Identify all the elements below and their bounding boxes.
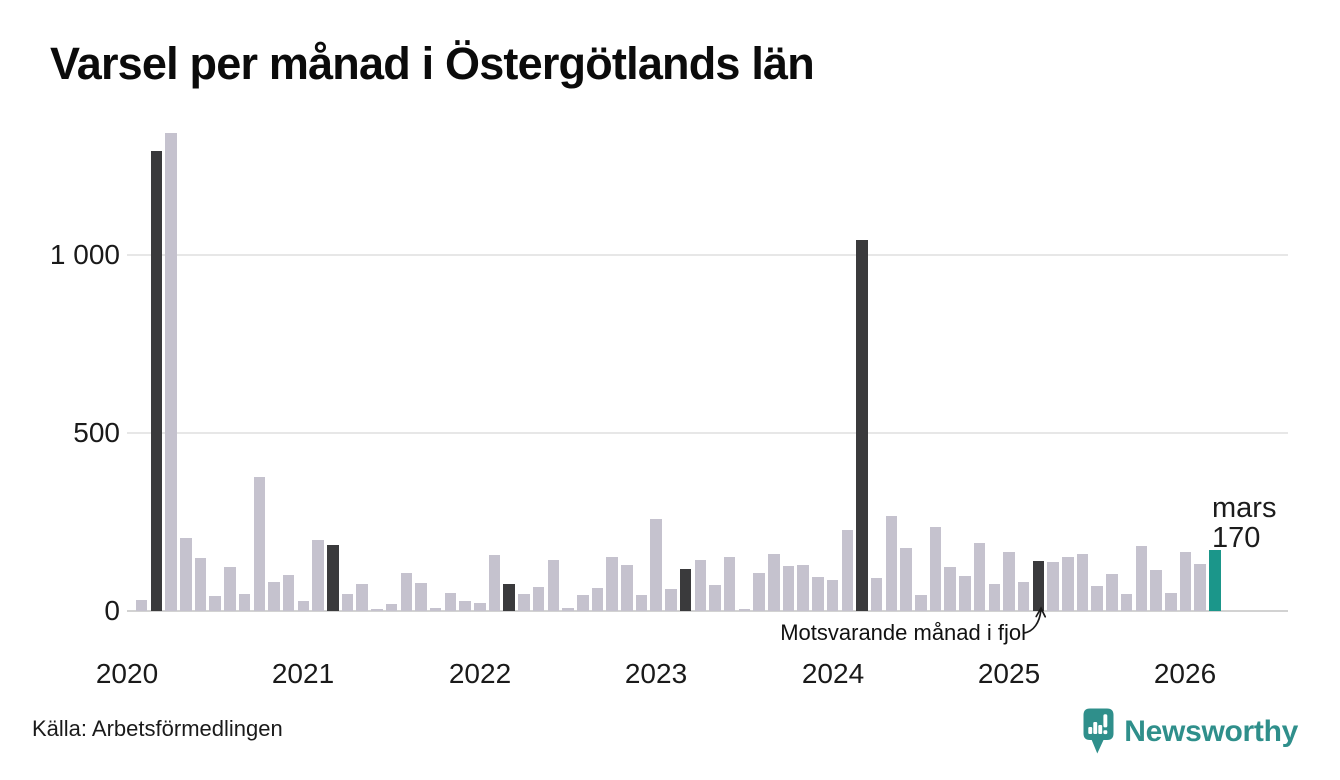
bar-2020-09 [238, 593, 251, 611]
y-tick-0: 0 [104, 595, 120, 626]
bar-2024-04 [870, 578, 883, 611]
bar-2020-08 [224, 567, 236, 611]
bar-2022-12 [635, 595, 648, 611]
bar-2023-07 [738, 608, 751, 611]
bar-2025-10 [1135, 545, 1147, 611]
bar-2020-02 [135, 600, 148, 611]
bar-2022-09 [591, 587, 604, 611]
bar-2024-03 [856, 240, 868, 611]
bar-2025-07 [1091, 586, 1103, 611]
y-tick-1000: 1 000 [49, 239, 120, 270]
bar-2022-02 [488, 555, 501, 611]
bar-2024-12 [988, 583, 1000, 611]
x-tick-2022: 2022 [448, 658, 512, 689]
bar-2020-05 [180, 537, 192, 611]
x-tick-2025: 2025 [977, 658, 1041, 689]
bar-2020-07 [209, 595, 221, 611]
bar-2021-11 [444, 593, 457, 611]
bar-2023-01 [650, 519, 662, 611]
bar-2021-07 [385, 603, 398, 611]
bar-2024-09 [944, 566, 956, 611]
bar-2021-05 [356, 584, 368, 611]
x-tick-2020: 2020 [95, 658, 159, 689]
bar-2025-04 [1047, 562, 1059, 611]
source-label: Källa: Arbetsförmedlingen [32, 716, 283, 741]
bar-2025-09 [1120, 594, 1133, 611]
page-title: Varsel per månad i Östergötlands län [50, 38, 815, 89]
bar-2021-06 [371, 608, 383, 611]
bar-2023-03 [679, 568, 692, 611]
bar-2022-05 [532, 587, 545, 611]
bar-2026-03 [1209, 550, 1221, 611]
bar-2024-08 [929, 527, 942, 611]
bar-2025-01 [1003, 552, 1015, 611]
bar-2022-10 [606, 556, 618, 611]
bar-2023-10 [782, 566, 795, 611]
annotation-arrow-icon [1023, 606, 1047, 634]
current-month-value: 170 [1212, 522, 1261, 554]
bar-2023-11 [797, 565, 809, 611]
bar-2020-06 [194, 557, 207, 611]
bar-2021-12 [459, 600, 471, 611]
bar-2024-06 [900, 547, 912, 611]
current-month-name: mars [1212, 492, 1277, 524]
bar-2023-05 [709, 585, 721, 611]
bar-2024-05 [885, 515, 898, 611]
bar-2024-10 [959, 575, 971, 611]
bar-2024-07 [915, 595, 927, 611]
bar-2022-07 [562, 607, 574, 611]
bar-2026-01 [1179, 552, 1192, 611]
bar-2021-09 [415, 583, 427, 611]
bar-2022-06 [547, 560, 559, 611]
newsworthy-logo[interactable]: Newsworthy [1083, 708, 1298, 755]
bar-2020-11 [268, 581, 280, 611]
bar-2021-02 [312, 540, 324, 611]
y-tick-500: 500 [73, 417, 120, 448]
bar-2026-02 [1194, 563, 1206, 611]
bar-2023-02 [665, 589, 677, 611]
x-tick-2021: 2021 [271, 658, 335, 689]
bar-2021-01 [297, 601, 310, 611]
bar-2021-03 [327, 545, 339, 611]
bar-2021-10 [429, 607, 442, 611]
x-tick-2026: 2026 [1153, 658, 1217, 689]
bar-2022-01 [474, 602, 486, 611]
bar-2023-08 [753, 573, 765, 611]
bar-2020-12 [282, 575, 295, 611]
bar-2025-12 [1165, 592, 1177, 611]
x-axis-line [127, 610, 1288, 612]
bar-2024-02 [841, 530, 853, 611]
bar-2025-03 [1032, 561, 1045, 611]
bar-2023-12 [812, 577, 824, 611]
x-tick-2023: 2023 [624, 658, 688, 689]
bar-2024-01 [826, 580, 839, 611]
bar-2025-11 [1150, 570, 1162, 611]
bar-2025-05 [1062, 556, 1074, 611]
bar-2023-04 [694, 560, 706, 611]
bar-2022-03 [503, 583, 515, 611]
bar-2022-08 [577, 595, 589, 611]
gridline-500 [127, 432, 1288, 434]
bar-2022-04 [518, 593, 530, 611]
bar-2024-11 [973, 543, 986, 611]
bar-2025-02 [1017, 582, 1030, 611]
bar-2025-08 [1106, 574, 1118, 611]
x-tick-2024: 2024 [801, 658, 865, 689]
highlight-annotation-label: Motsvarande månad i fjol [780, 620, 1026, 645]
bar-2022-11 [621, 565, 633, 611]
bar-2025-06 [1076, 554, 1089, 611]
bar-2023-06 [723, 556, 736, 611]
bar-2020-04 [165, 133, 177, 611]
gridline-1000 [127, 254, 1288, 256]
bar-2021-04 [341, 593, 354, 611]
bar-2021-08 [400, 572, 413, 611]
brand-name: Newsworthy [1124, 714, 1298, 748]
current-month-callout: mars 170 [1212, 493, 1276, 553]
bar-2020-10 [253, 476, 265, 611]
bar-2023-09 [768, 554, 780, 611]
newsworthy-bubble-chart-icon [1083, 708, 1114, 754]
bar-2020-03 [150, 151, 163, 611]
